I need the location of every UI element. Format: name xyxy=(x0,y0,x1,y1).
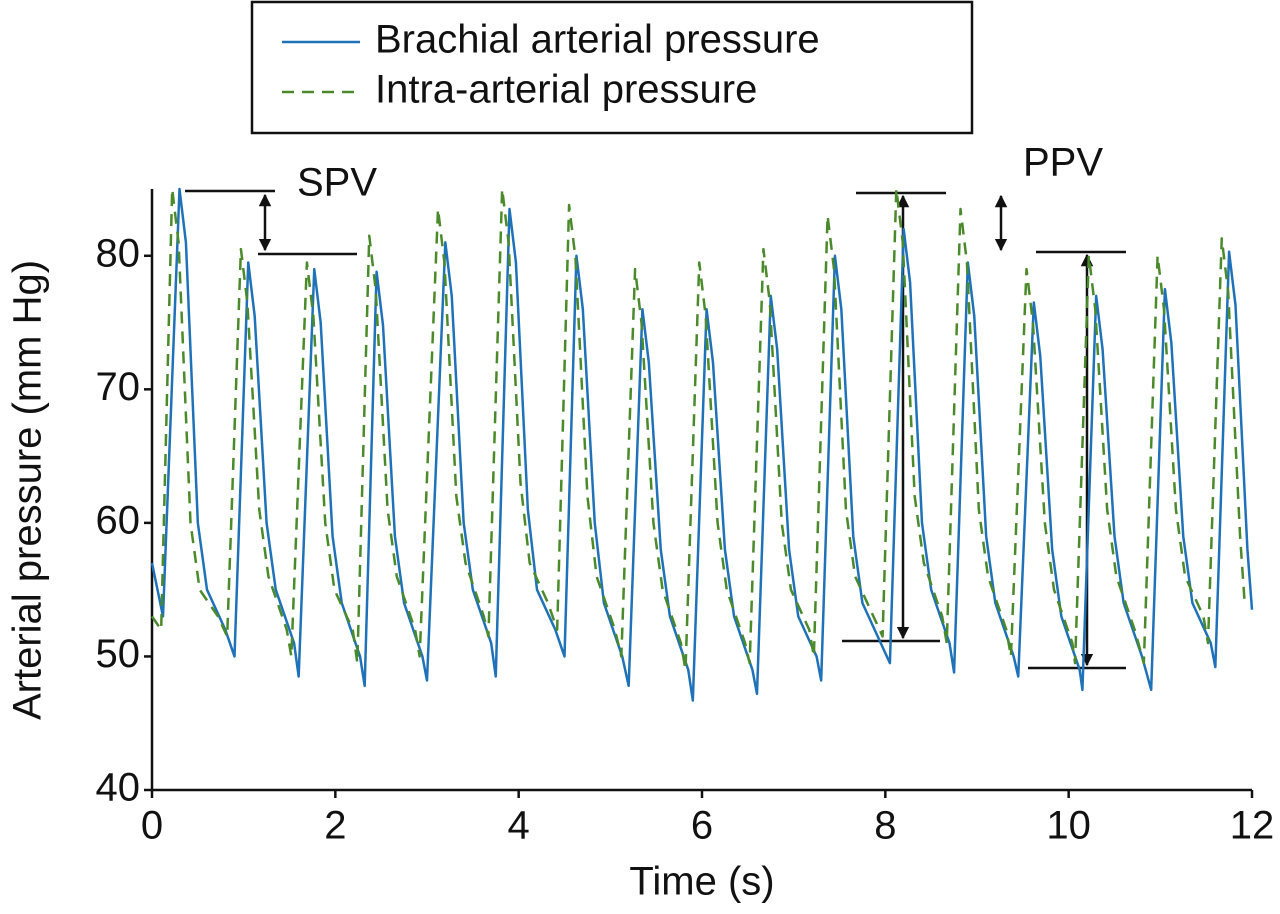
x-tick-label: 8 xyxy=(874,804,896,848)
y-tick-label: 70 xyxy=(96,365,141,409)
annotation: SPV xyxy=(297,161,377,205)
series-line xyxy=(150,187,1246,672)
x-tick-label: 0 xyxy=(141,804,163,848)
y-tick-label: 80 xyxy=(96,231,141,275)
x-tick-label: 6 xyxy=(691,804,713,848)
x-tick-label: 2 xyxy=(324,804,346,848)
legend-box xyxy=(250,0,974,135)
legend-label: Brachial arterial pressure xyxy=(375,18,820,62)
x-tick-label: 4 xyxy=(508,804,530,848)
y-axis-label: Arterial pressure (mm Hg) xyxy=(6,260,50,720)
annotation: PPV xyxy=(1023,141,1103,185)
legend-label: Intra-arterial pressure xyxy=(375,68,757,112)
series-line xyxy=(150,187,1254,702)
y-tick-label: 50 xyxy=(96,632,141,676)
x-tick-label: 10 xyxy=(1046,804,1091,848)
y-tick-label: 40 xyxy=(96,766,141,810)
x-axis-label: Time (s) xyxy=(629,860,774,904)
y-tick-label: 60 xyxy=(96,498,141,542)
x-tick-label: 12 xyxy=(1230,804,1275,848)
